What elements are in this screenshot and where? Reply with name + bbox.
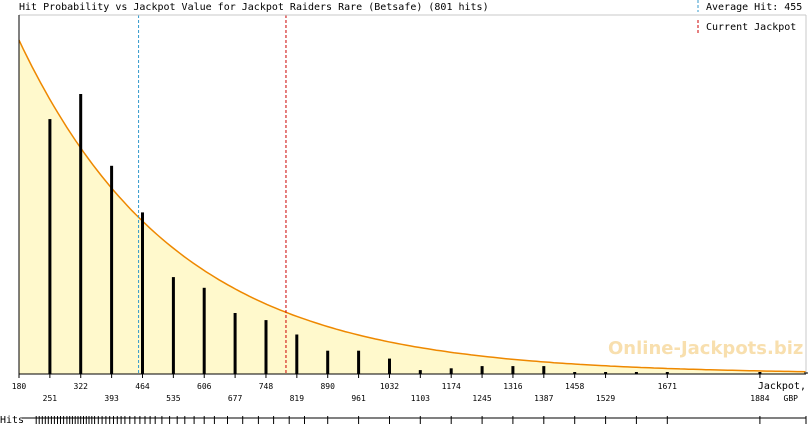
- bar: [202, 287, 206, 374]
- curve-fill: [19, 40, 806, 374]
- x-tick-label: 677: [228, 394, 243, 403]
- legend-current-jackpot: Current Jackpot: [706, 22, 796, 33]
- legend-average-hit: Average Hit: 455: [706, 2, 802, 13]
- bar: [357, 350, 361, 374]
- bar: [79, 94, 83, 374]
- x-tick-label: 1671: [658, 382, 677, 391]
- bar: [604, 372, 608, 374]
- x-tick-label: 1458: [565, 382, 584, 391]
- x-tick-label: 606: [197, 382, 212, 391]
- bar: [48, 119, 52, 374]
- x-tick-label: 251: [43, 394, 58, 403]
- x-tick-label: 180: [12, 382, 27, 391]
- x-tick-label: 1529: [596, 394, 615, 403]
- x-tick-label: 1245: [472, 394, 491, 403]
- x-tick-label: 1884: [750, 394, 769, 403]
- bar: [634, 372, 638, 374]
- bar: [418, 370, 422, 374]
- hits-label: Hits: [0, 415, 24, 425]
- x-tick-label: 464: [135, 382, 150, 391]
- x-tick-label: 1032: [380, 382, 399, 391]
- bar: [573, 372, 577, 374]
- bar: [665, 372, 669, 374]
- x-tick-label: 748: [259, 382, 274, 391]
- x-tick-label: 535: [166, 394, 181, 403]
- x-tick-label: 322: [74, 382, 89, 391]
- bar: [480, 366, 484, 374]
- bar: [233, 313, 237, 374]
- bar: [388, 358, 391, 374]
- x-tick-label: 961: [351, 394, 366, 403]
- chart-title: Hit Probability vs Jackpot Value for Jac…: [19, 2, 489, 13]
- x-axis-label: Jackpot,: [758, 381, 806, 392]
- x-tick-label: 819: [290, 394, 305, 403]
- bar: [295, 334, 299, 374]
- x-tick-label: 393: [104, 394, 119, 403]
- x-tick-label: 1316: [503, 382, 522, 391]
- watermark: Online-Jackpots.biz: [608, 338, 803, 359]
- bar: [264, 320, 268, 374]
- x-tick-label: 1387: [534, 394, 553, 403]
- bar: [110, 165, 114, 374]
- probability-curve: [18, 39, 807, 373]
- bar: [449, 368, 453, 374]
- bar: [141, 212, 144, 374]
- x-axis-unit: GBP: [784, 394, 799, 403]
- bar: [511, 366, 515, 374]
- bar: [542, 366, 546, 374]
- x-tick-label: 890: [320, 382, 335, 391]
- bar: [171, 277, 175, 374]
- x-tick-label: 1174: [442, 382, 461, 391]
- x-tick-label: 1103: [411, 394, 430, 403]
- bar: [758, 372, 762, 374]
- bar: [326, 350, 330, 374]
